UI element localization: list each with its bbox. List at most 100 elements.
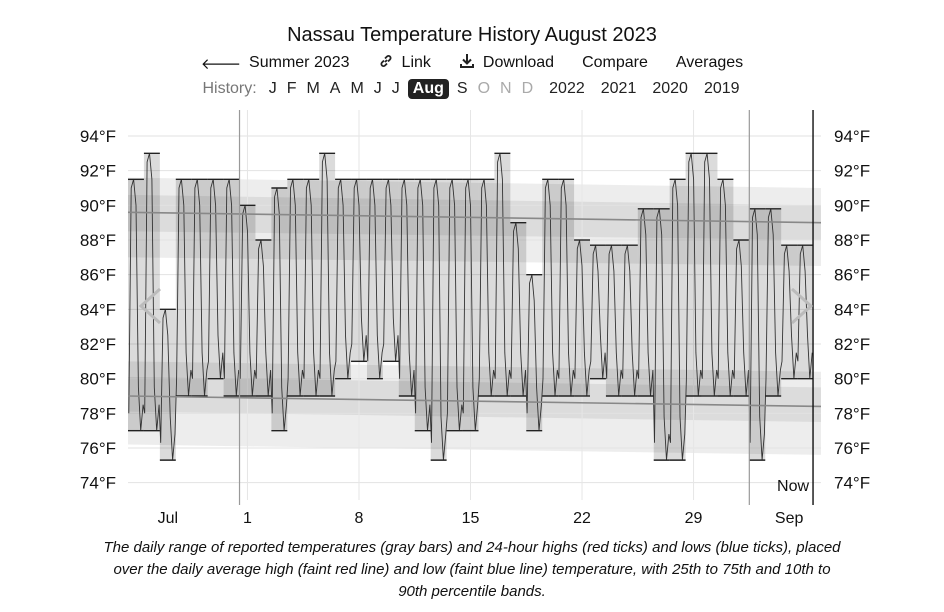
history-month-1[interactable]: F xyxy=(286,80,297,97)
daily-range-bar xyxy=(351,179,367,362)
history-year-2020[interactable]: 2020 xyxy=(652,80,688,97)
daily-range-bar xyxy=(366,179,383,379)
daily-range-bar xyxy=(287,179,304,396)
history-month-3[interactable]: A xyxy=(329,80,341,97)
y-tick-label-right: 86°F xyxy=(834,266,870,285)
compare-button[interactable]: Compare xyxy=(582,53,648,73)
daily-range-bar xyxy=(605,245,622,396)
y-tick-label-right: 74°F xyxy=(834,474,870,493)
y-tick-label-right: 76°F xyxy=(834,439,870,458)
y-tick-label-right: 88°F xyxy=(834,231,870,250)
daily-range-bar xyxy=(430,179,447,461)
download-button[interactable]: Download xyxy=(459,53,554,73)
y-tick-label-right: 78°F xyxy=(834,404,870,423)
download-label: Download xyxy=(482,54,555,71)
y-tick-label-right: 84°F xyxy=(834,300,870,319)
daily-range-bar xyxy=(781,245,798,379)
daily-range-bar xyxy=(159,309,176,461)
y-tick-label-left: 88°F xyxy=(80,231,116,250)
averages-label: Averages xyxy=(675,54,744,71)
chart-caption: The daily range of reported temperatures… xyxy=(103,539,841,600)
history-month-9: O xyxy=(477,80,491,97)
y-tick-label-left: 78°F xyxy=(80,404,116,423)
daily-range-bar xyxy=(223,179,240,396)
daily-range-bar xyxy=(685,153,702,396)
history-year-2022[interactable]: 2022 xyxy=(549,80,585,97)
link-icon xyxy=(378,53,394,73)
compare-label: Compare xyxy=(582,54,648,71)
daily-range-bar xyxy=(590,245,606,379)
x-tick-label: 1 xyxy=(243,510,252,527)
daily-range-bar xyxy=(143,153,160,431)
link-button[interactable]: Link xyxy=(378,53,431,73)
toolbar: 🡐 Summer 2023 Link Download Compare Aver… xyxy=(0,53,944,73)
daily-range-bar xyxy=(207,179,224,379)
x-tick-label: 29 xyxy=(685,510,703,527)
band-low-25-75 xyxy=(128,376,821,422)
y-tick-label-left: 86°F xyxy=(80,266,116,285)
history-nav: History: J F M A M J J Aug S O N D 2022 2021 2020 2019 xyxy=(0,79,944,99)
history-year-2019[interactable]: 2019 xyxy=(703,80,740,97)
daily-range-bar xyxy=(462,179,479,431)
history-month-4[interactable]: M xyxy=(350,80,364,97)
daily-range-bar xyxy=(494,153,511,396)
daily-range-bar xyxy=(669,179,686,461)
chevron-left-icon[interactable] xyxy=(138,287,162,325)
y-tick-label-left: 90°F xyxy=(80,196,116,215)
daily-range-bar xyxy=(398,179,415,396)
y-tick-label-left: 82°F xyxy=(80,335,116,354)
daily-range-bar xyxy=(255,240,272,396)
daily-range-bar xyxy=(335,179,352,379)
history-month-0[interactable]: J xyxy=(268,80,277,97)
history-month-2[interactable]: M xyxy=(306,80,320,97)
now-label: Now xyxy=(777,478,809,495)
history-month-5[interactable]: J xyxy=(373,80,382,97)
averages-button[interactable]: Averages xyxy=(676,53,743,73)
daily-range-bar xyxy=(382,179,399,362)
band-high-10-90 xyxy=(128,177,821,266)
daily-range-bar xyxy=(175,179,192,396)
y-tick-label-left: 74°F xyxy=(80,474,116,493)
history-label: History: xyxy=(202,80,257,97)
y-tick-label-left: 94°F xyxy=(80,127,116,146)
y-tick-label-left: 80°F xyxy=(80,370,116,389)
x-tick-label: Sep xyxy=(775,510,804,527)
x-tick-label: 15 xyxy=(462,510,480,527)
y-tick-label-left: 92°F xyxy=(80,162,116,181)
history-year-2021[interactable]: 2021 xyxy=(600,80,637,97)
y-tick-label-right: 80°F xyxy=(834,370,870,389)
daily-range-bar xyxy=(319,153,336,396)
y-tick-label-right: 92°F xyxy=(834,162,870,181)
average-high-line xyxy=(127,211,822,224)
page-title: Nassau Temperature History August 2023 xyxy=(287,24,657,46)
daily-range-bar xyxy=(653,208,670,461)
y-tick-label-left: 76°F xyxy=(80,439,116,458)
daily-range-bar xyxy=(717,179,734,396)
daily-range-bar xyxy=(733,240,750,396)
back-label: Summer 2023 xyxy=(249,54,350,71)
arrow-left-icon: 🡐 xyxy=(200,55,242,73)
daily-range-bar xyxy=(510,222,527,396)
average-low-line xyxy=(127,395,822,408)
daily-range-bar xyxy=(414,179,431,431)
daily-range-bar xyxy=(191,179,208,396)
daily-range-bar xyxy=(239,205,256,396)
chevron-right-icon[interactable] xyxy=(790,287,814,325)
temperature-chart: 74°F 74°F 76°F 76°F 78°F 78°F 80°F 80°F 82°F 82°F… xyxy=(80,110,870,527)
x-tick-label: 22 xyxy=(573,510,591,527)
daily-range-bar xyxy=(478,179,495,396)
history-month-6[interactable]: J xyxy=(391,80,400,97)
link-label: Link xyxy=(401,54,431,71)
y-tick-label-right: 82°F xyxy=(834,335,870,354)
x-tick-label: 8 xyxy=(355,510,364,527)
history-month-7[interactable]: Aug xyxy=(407,79,449,99)
daily-range-bar xyxy=(542,179,559,396)
daily-range-bar xyxy=(749,208,766,461)
daily-range-bar xyxy=(701,153,718,396)
daily-range-bar xyxy=(574,240,590,396)
daily-range-bar xyxy=(621,245,638,396)
history-month-8[interactable]: S xyxy=(456,80,468,97)
back-button[interactable]: 🡐 Summer 2023 xyxy=(201,53,350,73)
daily-range-bar xyxy=(558,179,575,396)
daily-range-bar xyxy=(303,179,320,396)
